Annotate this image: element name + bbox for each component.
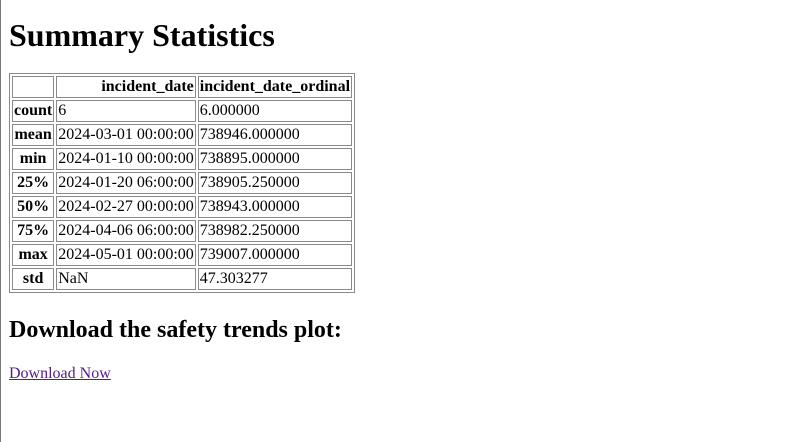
table-row: mean 2024-03-01 00:00:00 738946.000000	[12, 124, 353, 146]
cell-incident-date: 2024-01-20 06:00:00	[56, 172, 196, 194]
cell-incident-date-ordinal: 47.303277	[197, 268, 353, 290]
cell-incident-date: 2024-04-06 06:00:00	[56, 220, 196, 242]
download-heading: Download the safety trends plot:	[9, 317, 342, 343]
cell-incident-date-ordinal: 739007.000000	[197, 244, 353, 266]
download-now-link[interactable]: Download Now	[9, 365, 111, 382]
row-label: 25%	[12, 172, 55, 194]
table-row: 25% 2024-01-20 06:00:00 738905.250000	[12, 172, 353, 194]
table-row: count 6 6.000000	[12, 100, 353, 122]
table-row: 50% 2024-02-27 00:00:00 738943.000000	[12, 196, 353, 218]
table-row: std NaN 47.303277	[12, 268, 353, 290]
row-label: 75%	[12, 220, 55, 242]
table-row: min 2024-01-10 00:00:00 738895.000000	[12, 148, 353, 170]
row-label: 50%	[12, 196, 55, 218]
cell-incident-date: 2024-03-01 00:00:00	[56, 124, 196, 146]
cell-incident-date-ordinal: 738905.250000	[197, 172, 353, 194]
cell-incident-date-ordinal: 738895.000000	[197, 148, 353, 170]
cell-incident-date-ordinal: 6.000000	[197, 100, 353, 122]
table-row: 75% 2024-04-06 06:00:00 738982.250000	[12, 220, 353, 242]
page-title: Summary Statistics	[9, 17, 275, 53]
download-paragraph: Download Now	[9, 344, 791, 383]
cell-incident-date: NaN	[56, 268, 196, 290]
row-label: min	[12, 148, 55, 170]
row-label: mean	[12, 124, 55, 146]
row-label: std	[12, 268, 55, 290]
cell-incident-date: 2024-01-10 00:00:00	[56, 148, 196, 170]
cell-incident-date-ordinal: 738943.000000	[197, 196, 353, 218]
cell-incident-date: 6	[56, 100, 196, 122]
cell-incident-date-ordinal: 738982.250000	[197, 220, 353, 242]
row-label: max	[12, 244, 55, 266]
column-header-incident-date: incident_date	[56, 76, 196, 98]
cell-incident-date: 2024-05-01 00:00:00	[56, 244, 196, 266]
column-header-index	[12, 76, 55, 98]
summary-statistics-table: incident_date incident_date_ordinal coun…	[9, 73, 356, 293]
column-header-incident-date-ordinal: incident_date_ordinal	[197, 76, 353, 98]
cell-incident-date-ordinal: 738946.000000	[197, 124, 353, 146]
cell-incident-date: 2024-02-27 00:00:00	[56, 196, 196, 218]
table-header-row: incident_date incident_date_ordinal	[12, 76, 353, 98]
row-label: count	[12, 100, 55, 122]
table-row: max 2024-05-01 00:00:00 739007.000000	[12, 244, 353, 266]
